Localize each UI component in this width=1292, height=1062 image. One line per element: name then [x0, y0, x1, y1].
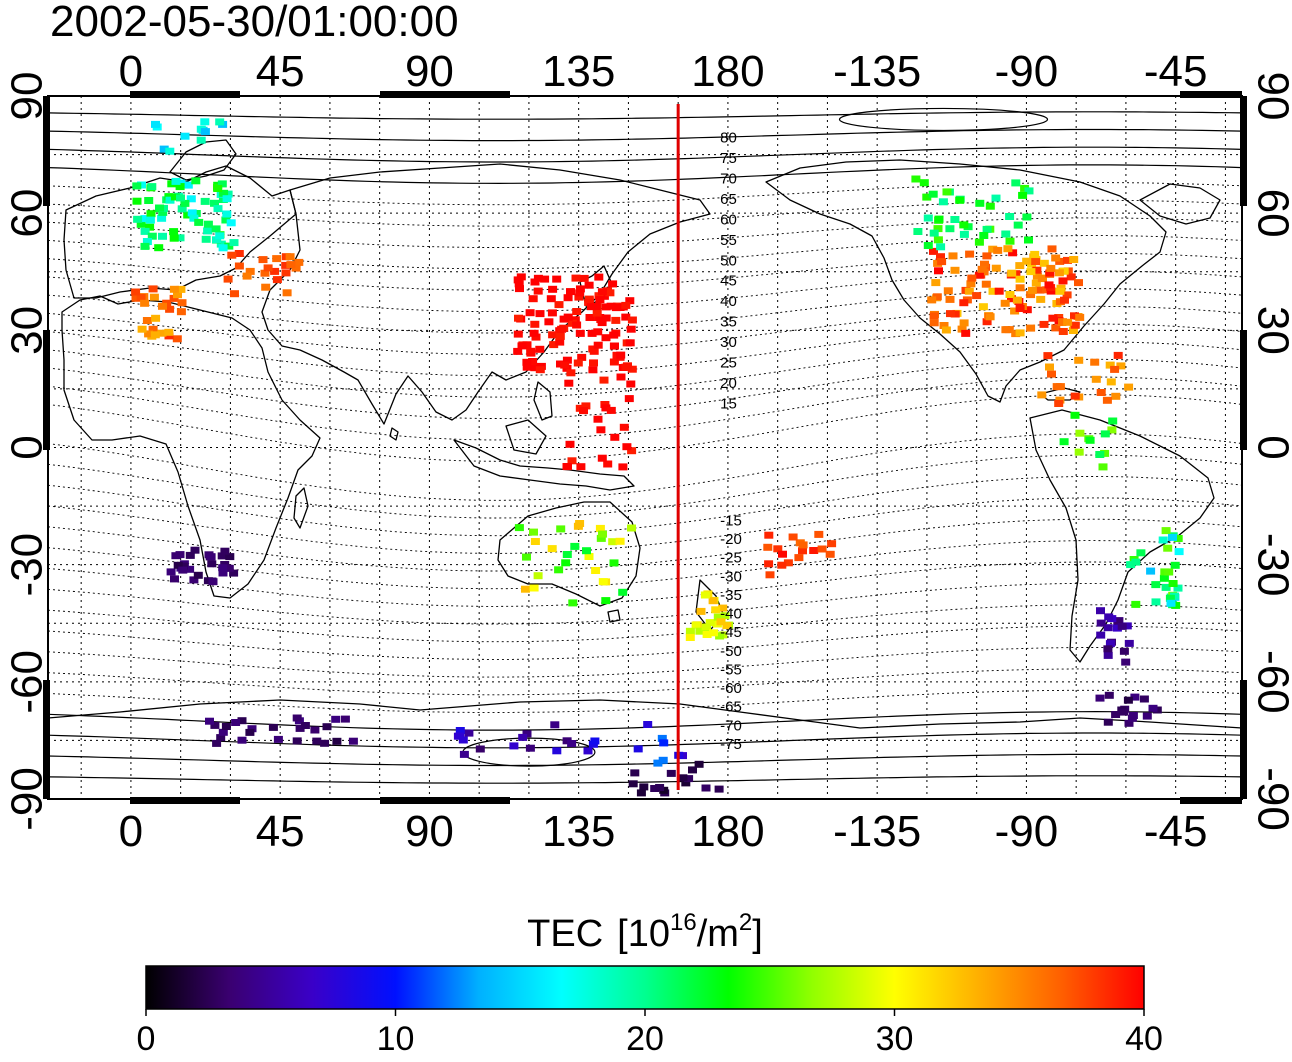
lon-tick-label: 0 [119, 807, 143, 856]
top-longitude-ticks: 0 45 90 135 180 -135 -90 -45 [119, 47, 1208, 96]
right-latitude-ticks: 90 60 30 0 -30 -60 -90 [1248, 72, 1292, 831]
lat-tick-label: -90 [3, 767, 52, 831]
contour-label: 65 [720, 191, 737, 208]
colorbar-tick-label: 30 [876, 1020, 914, 1057]
contour-label: -45 [720, 624, 742, 641]
contour-label: -30 [720, 568, 742, 585]
colorbar-ticks: 0 10 20 30 40 [137, 1009, 1163, 1057]
contour-label: 45 [720, 273, 737, 290]
colorbar-title: TEC[1016/m2] [527, 909, 763, 955]
lat-tick-label: -30 [1248, 533, 1292, 597]
colorbar-tick-label: 20 [626, 1020, 664, 1057]
contour-label: -70 [720, 717, 742, 734]
contour-label: 20 [720, 375, 737, 392]
contour-label: 25 [720, 354, 737, 371]
contour-label: -55 [720, 661, 742, 678]
lon-tick-label: -45 [1144, 807, 1208, 856]
contour-label: 15 [720, 395, 737, 412]
contour-label: 35 [720, 314, 737, 331]
contour-label: 55 [720, 232, 737, 249]
contour-label: 60 [720, 211, 737, 228]
contour-label: 70 [720, 171, 737, 188]
lat-tick-label: 90 [1248, 72, 1292, 121]
contour-label: 75 [720, 150, 737, 167]
contour-label: 30 [720, 334, 737, 351]
contour-label: 40 [720, 293, 737, 310]
lat-tick-label: -30 [3, 533, 52, 597]
lon-tick-label: 0 [119, 47, 143, 96]
lon-tick-label: 135 [542, 807, 615, 856]
contour-label: 50 [720, 252, 737, 269]
lat-tick-label: 60 [3, 189, 52, 238]
colorbar-tick-label: 0 [137, 1020, 156, 1057]
lon-tick-label: 90 [405, 807, 454, 856]
contour-label: -65 [720, 699, 742, 716]
contour-label: -50 [720, 643, 742, 660]
lon-tick-label: -45 [1144, 47, 1208, 96]
contour-label: -15 [720, 512, 742, 529]
lon-tick-label: 180 [691, 807, 764, 856]
lat-tick-label: 0 [3, 435, 52, 459]
contour-label: -25 [720, 550, 742, 567]
lon-tick-label: 45 [256, 807, 305, 856]
timestamp-title: 2002-05-30/01:00:00 [50, 0, 459, 46]
lon-tick-label: -135 [833, 47, 921, 96]
lat-tick-label: -60 [1248, 650, 1292, 714]
lat-tick-label: 30 [1248, 306, 1292, 355]
lat-tick-label: 30 [3, 306, 52, 355]
contour-label: -60 [720, 680, 742, 697]
colorbar-tick-label: 10 [377, 1020, 415, 1057]
lat-tick-label: 0 [1248, 435, 1292, 459]
lon-tick-label: 135 [542, 47, 615, 96]
contour-label: -75 [720, 736, 742, 753]
lon-tick-label: 45 [256, 47, 305, 96]
colorbar [146, 966, 1144, 1009]
lat-tick-label: 60 [1248, 189, 1292, 238]
contour-label: -40 [720, 606, 742, 623]
lon-tick-label: -90 [995, 807, 1059, 856]
lon-tick-label: -90 [995, 47, 1059, 96]
lon-tick-label: -135 [833, 807, 921, 856]
bottom-longitude-ticks: 0 45 90 135 180 -135 -90 -45 [119, 807, 1208, 856]
contour-label: -35 [720, 587, 742, 604]
colorbar-tick-label: 40 [1125, 1020, 1163, 1057]
lat-tick-label: 90 [3, 72, 52, 121]
lon-tick-label: 180 [691, 47, 764, 96]
lat-tick-label: -90 [1248, 767, 1292, 831]
contour-label: 80 [720, 130, 737, 147]
lon-tick-label: 90 [405, 47, 454, 96]
contour-label: -20 [720, 531, 742, 548]
lat-tick-label: -60 [3, 650, 52, 714]
